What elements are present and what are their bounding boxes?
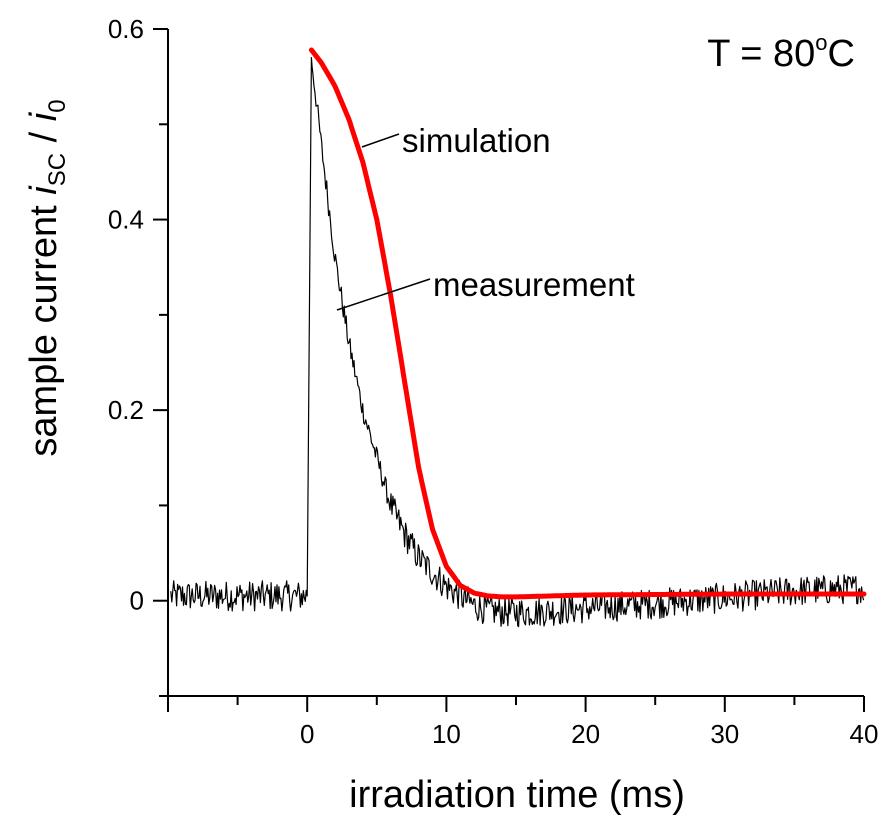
x-tick-label: 10 xyxy=(432,719,461,749)
y-axis-title: sample current iSC / i0 xyxy=(23,99,71,456)
y-tick-label: 0 xyxy=(130,586,144,616)
x-axis-title: irradiation time (ms) xyxy=(349,774,685,816)
y-tick-label: 0.2 xyxy=(108,395,144,425)
y-tick-label: 0.4 xyxy=(108,205,144,235)
y-axis-title-var1: i xyxy=(23,185,65,195)
y-axis-title-sub1: SC xyxy=(44,153,71,186)
temperature-degree-sign: o xyxy=(815,30,827,55)
series-layer xyxy=(170,47,867,628)
annotation-layer: simulation measurement xyxy=(336,122,635,311)
y-axis-title-prefix: sample current xyxy=(23,195,65,457)
y-axis-title-sub2: 0 xyxy=(44,99,71,112)
x-axis-ticks: 0 10 20 30 40 xyxy=(167,696,879,749)
y-axis-ticks: 0 0.2 0.4 0.6 xyxy=(108,14,168,697)
simulation-label: simulation xyxy=(402,122,551,159)
y-axis-title-mid: / xyxy=(23,121,65,153)
temperature-unit: C xyxy=(828,33,855,75)
measurement-leader-line xyxy=(336,278,431,311)
x-tick-label: 0 xyxy=(300,719,314,749)
temperature-annotation-text: T = 80 xyxy=(707,33,815,75)
x-tick-label: 20 xyxy=(571,719,600,749)
y-axis-title-var2: i xyxy=(23,111,65,121)
series-measurement-line xyxy=(170,56,865,628)
y-tick-label: 0.6 xyxy=(108,14,144,44)
temperature-annotation: T = 80oC xyxy=(707,30,855,75)
simulation-leader-line xyxy=(361,133,400,148)
series-simulation-line xyxy=(308,47,867,600)
measurement-label: measurement xyxy=(433,266,635,303)
x-tick-label: 30 xyxy=(710,719,739,749)
x-tick-label: 40 xyxy=(850,719,879,749)
